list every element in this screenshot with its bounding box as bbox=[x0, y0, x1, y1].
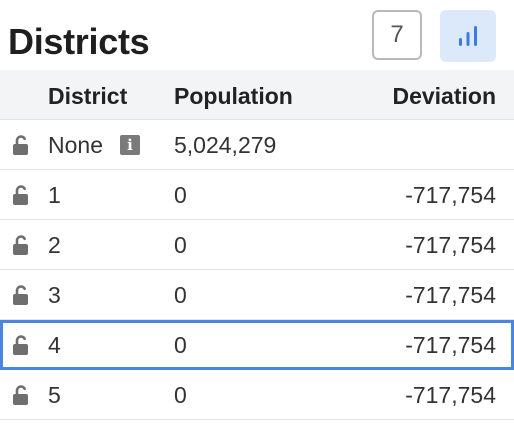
info-icon[interactable]: i bbox=[120, 135, 140, 155]
unlock-icon[interactable] bbox=[10, 333, 34, 357]
district-name: None bbox=[48, 132, 103, 158]
page-title: Districts bbox=[8, 21, 150, 62]
district-name: 3 bbox=[48, 282, 61, 308]
deviation-value: -717,754 bbox=[405, 232, 496, 258]
unlock-icon[interactable] bbox=[10, 183, 34, 207]
deviation-value: -717,754 bbox=[405, 182, 496, 208]
table-header: District Population Deviation bbox=[0, 70, 514, 120]
unlock-icon[interactable] bbox=[10, 133, 34, 157]
chart-toggle-button[interactable] bbox=[440, 10, 496, 62]
table-row[interactable]: 5 0 -717,754 bbox=[0, 370, 514, 420]
column-header-population[interactable]: Population bbox=[174, 83, 293, 109]
unlock-icon[interactable] bbox=[10, 383, 34, 407]
deviation-value: -717,754 bbox=[405, 282, 496, 308]
population-value: 0 bbox=[174, 382, 187, 408]
bar-chart-icon bbox=[459, 26, 477, 46]
district-name: 1 bbox=[48, 182, 61, 208]
population-value: 0 bbox=[174, 232, 187, 258]
deviation-value: -717,754 bbox=[405, 332, 496, 358]
table-row-selected[interactable]: 4 0 -717,754 bbox=[0, 320, 514, 370]
column-header-district[interactable]: District bbox=[48, 83, 128, 109]
panel-header: Districts 7 bbox=[0, 0, 514, 70]
deviation-value: -717,754 bbox=[405, 382, 496, 408]
district-table-body: None i 5,024,279 1 0 -717,754 2 0 -717,7… bbox=[0, 120, 514, 420]
table-row[interactable]: 2 0 -717,754 bbox=[0, 220, 514, 270]
population-value: 0 bbox=[174, 182, 187, 208]
table-row[interactable]: None i 5,024,279 bbox=[0, 120, 514, 170]
district-name: 2 bbox=[48, 232, 61, 258]
population-value: 0 bbox=[174, 282, 187, 308]
population-value: 0 bbox=[174, 332, 187, 358]
column-header-deviation[interactable]: Deviation bbox=[392, 83, 496, 109]
district-name: 4 bbox=[48, 332, 61, 358]
table-row[interactable]: 1 0 -717,754 bbox=[0, 170, 514, 220]
population-value: 5,024,279 bbox=[174, 132, 277, 158]
table-row[interactable]: 3 0 -717,754 bbox=[0, 270, 514, 320]
district-count-button[interactable]: 7 bbox=[372, 10, 422, 60]
district-name: 5 bbox=[48, 382, 61, 408]
unlock-icon[interactable] bbox=[10, 233, 34, 257]
unlock-icon[interactable] bbox=[10, 283, 34, 307]
